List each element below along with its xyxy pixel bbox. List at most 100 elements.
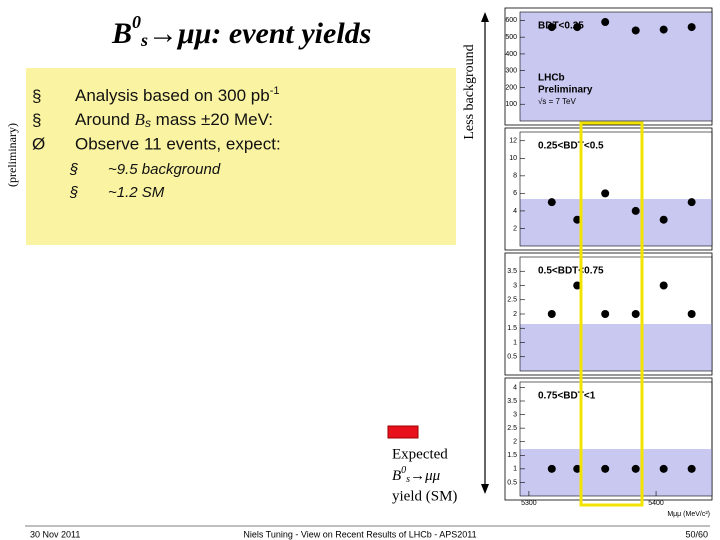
y-tick-label: 2 [513, 311, 517, 318]
y-tick-label: 3.5 [507, 398, 517, 405]
panel-label: 0.5<BDT<0.75 [538, 266, 604, 277]
sub-bullet-marker: § [69, 184, 78, 201]
y-tick-label: 1 [513, 339, 517, 346]
data-point [601, 310, 610, 318]
data-point [547, 310, 556, 318]
y-tick-label: 600 [505, 17, 517, 24]
y-tick-label: 0.5 [507, 354, 517, 361]
y-tick-label: 1 [513, 466, 517, 473]
data-point [631, 310, 640, 318]
y-tick-label: 4 [513, 208, 517, 215]
bullet-marker: § [32, 86, 41, 105]
bullet-marker: § [32, 110, 41, 129]
data-point [547, 198, 556, 207]
y-tick-label: 10 [509, 155, 517, 162]
plot-frame [519, 131, 713, 247]
y-tick-label: 3.5 [507, 268, 517, 275]
data-point [631, 26, 640, 35]
footer-center: Niels Tuning - View on Recent Results of… [243, 529, 476, 539]
bullet-text-main: Analysis based on 300 pb [75, 86, 270, 105]
y-tick-label: 1.5 [507, 452, 517, 459]
plot-frame [519, 381, 713, 497]
legend-rest: →μμ [410, 468, 441, 484]
legend-line: B0s→μμ [392, 465, 441, 485]
y-tick-label: 400 [505, 51, 517, 58]
y-tick-label: 2.5 [507, 425, 517, 432]
x-axis-label: Mμμ (MeV/c²) [667, 511, 710, 518]
panel-label: 0.25<BDT<0.5 [538, 141, 604, 152]
panel-label: BDT<0.25 [538, 21, 584, 32]
y-tick-label: 2.5 [507, 297, 517, 304]
x-tick-label: 5400 [648, 500, 664, 507]
legend-swatch [387, 425, 419, 439]
title-sup: 0 [132, 12, 141, 32]
slide-title: B0s→μμ: event yields [111, 12, 371, 50]
y-tick-label: 3 [513, 282, 517, 289]
data-point [687, 23, 696, 32]
data-point [573, 23, 582, 32]
y-tick-label: 4 [513, 384, 517, 391]
background-band [520, 324, 712, 371]
data-point [573, 281, 582, 290]
title-sub: s [140, 30, 148, 50]
y-tick-label: 3 [513, 411, 517, 418]
data-point [573, 464, 582, 473]
data-point [631, 206, 640, 215]
data-point [601, 18, 610, 27]
data-point [659, 215, 668, 224]
data-point [601, 189, 610, 198]
y-tick-label: 100 [505, 101, 517, 108]
bullet-sub: s [145, 116, 151, 130]
data-point [687, 310, 696, 318]
highlight-box [579, 121, 644, 507]
bullet-base: B [135, 110, 146, 129]
y-tick-label: 0.5 [507, 479, 517, 486]
data-point [547, 464, 556, 473]
legend-line: Expected [392, 446, 448, 462]
data-point [687, 198, 696, 207]
bullet-sup: -1 [270, 85, 280, 97]
data-point [659, 281, 668, 290]
bullet-marker: Ø [32, 134, 45, 153]
legend-base: B [392, 468, 401, 484]
y-tick-label: 1.5 [507, 325, 517, 332]
data-point [687, 464, 696, 473]
panel-note: Preliminary [538, 85, 593, 96]
background-band [520, 199, 712, 246]
y-tick-label: 12 [509, 138, 517, 145]
y-tick-label: 500 [505, 34, 517, 41]
bullet-pre: Around [75, 110, 135, 129]
x-tick-label: 5300 [521, 500, 537, 507]
title-base: B [111, 17, 132, 50]
y-tick-label: 6 [513, 190, 517, 197]
data-point [547, 23, 556, 32]
side-label: (preliminary) [5, 123, 19, 187]
sub-bullet-text: ~9.5 background [108, 161, 221, 178]
background-band [520, 449, 712, 496]
plots: 100 200 300 400 500 600 BDT<0.25 LHCbPreliminar… [504, 7, 713, 518]
title-rest: →μμ: event yields [148, 17, 371, 50]
bullet-text: Analysis based on 300 pb-1 [75, 85, 279, 106]
data-point [659, 464, 668, 473]
sub-bullet-text: ~1.2 SM [108, 184, 165, 201]
data-point [573, 215, 582, 224]
summary-box [26, 68, 456, 245]
legend-line: yield (SM) [392, 488, 457, 504]
data-point [631, 464, 640, 473]
data-point [601, 464, 610, 473]
y-tick-label: 2 [513, 439, 517, 446]
panel-note: √s = 7 TeV [538, 97, 576, 106]
sub-bullet-marker: § [69, 161, 78, 178]
y-tick-label: 8 [513, 173, 517, 180]
panel-label: 0.75<BDT<1 [538, 391, 596, 402]
bullet-post: mass ±20 MeV: [151, 110, 273, 129]
y-tick-label: 300 [505, 68, 517, 75]
y-tick-label: 2 [513, 225, 517, 232]
y-tick-label: 200 [505, 84, 517, 91]
arrow-label: Less background [462, 44, 477, 139]
bullet-text: Around Bs mass ±20 MeV: [75, 110, 273, 130]
legend-sub: s [406, 474, 410, 485]
panel-note: LHCb [538, 73, 565, 84]
plot-frame [519, 11, 713, 122]
